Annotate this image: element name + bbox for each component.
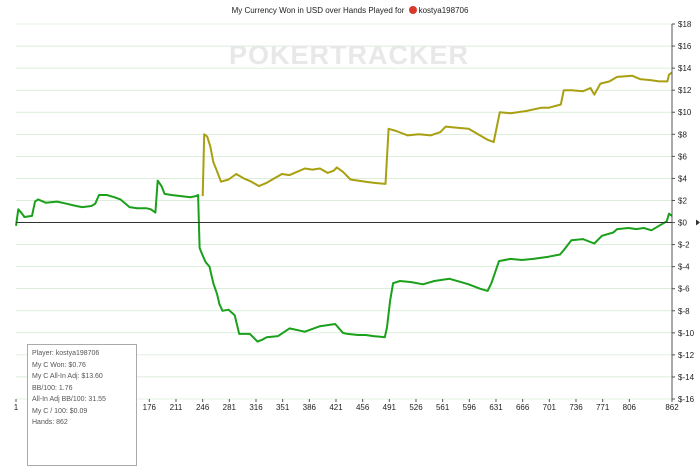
x-tick-label: 596 <box>463 403 477 412</box>
x-tick-label: 456 <box>356 403 370 412</box>
chart-canvas: POKERTRACKER $18 $16 $14 $12 $10 $8 $6 $4 $2 $0 $-… <box>14 20 700 412</box>
x-tick-label: 491 <box>383 403 397 412</box>
chart-title-player: kostya198706 <box>418 6 469 15</box>
stats-box: Player: kostya198706 My C Won: $0.76 My … <box>27 344 137 466</box>
x-tick-label: 666 <box>516 403 530 412</box>
y-tick-label: $-6 <box>678 285 690 294</box>
x-tick-label: 246 <box>196 403 210 412</box>
x-tick-label: 386 <box>303 403 317 412</box>
x-tick-label: 421 <box>329 403 343 412</box>
x-tick-label: 211 <box>170 403 183 412</box>
y-tick-label: $-8 <box>678 307 690 316</box>
x-tick-label: 561 <box>436 403 450 412</box>
stat-all-in-bb100: All-In Adj BB/100: 31.55 <box>32 396 106 403</box>
chart-title: My Currency Won in USD over Hands Played… <box>0 6 700 15</box>
y-tick-label: $8 <box>678 130 687 139</box>
x-tick-label: 771 <box>596 403 610 412</box>
x-tick-label: 736 <box>569 403 583 412</box>
x-tick-label: 862 <box>665 403 679 412</box>
y-tick-label: $12 <box>678 86 692 95</box>
y-tick-label: $18 <box>678 20 692 29</box>
y-tick-label: $0 <box>678 219 687 228</box>
y-tick-label: $-4 <box>678 263 690 272</box>
x-tick-label: 281 <box>223 403 237 412</box>
y-tick-label: $6 <box>678 152 687 161</box>
y-tick-label: $-16 <box>678 395 695 404</box>
y-tick-label: $4 <box>678 174 687 183</box>
x-tick-label: 526 <box>409 403 423 412</box>
y-tick-label: $14 <box>678 64 692 73</box>
zero-marker <box>696 219 700 226</box>
x-tick-label: 351 <box>276 403 290 412</box>
stat-bb100: BB/100: 1.76 <box>32 384 73 392</box>
y-axis: $18 $16 $14 $12 $10 $8 $6 $4 $2 $0 $-2 $-4 $-6 $-8 $-1… <box>672 20 695 404</box>
chart-title-text: My Currency Won in USD over Hands Played… <box>231 6 405 15</box>
x-tick-label: 316 <box>249 403 263 412</box>
x-tick-label: 701 <box>543 403 557 412</box>
y-tick-label: $-2 <box>678 241 690 250</box>
y-tick-label: $2 <box>678 196 687 205</box>
x-tick-label: 176 <box>143 403 157 412</box>
series-line-all_in_adj <box>201 71 673 197</box>
stat-c100: My C / 100: $0.09 <box>32 407 88 415</box>
stat-all-in-adj: My C All-In Adj: $13.60 <box>32 373 103 380</box>
y-tick-label: $-12 <box>678 351 695 360</box>
stat-won: My C Won: $0.76 <box>32 361 86 369</box>
gridlines <box>16 23 672 400</box>
stat-hands: Hands: 862 <box>32 419 68 426</box>
x-tick-label: 806 <box>623 403 637 412</box>
x-tick-label: 631 <box>489 403 503 412</box>
stat-player: Player: kostya198706 <box>32 350 100 357</box>
y-tick-label: $-14 <box>678 373 695 382</box>
watermark: POKERTRACKER <box>229 40 469 70</box>
pokerstars-icon <box>408 6 417 14</box>
y-tick-label: $16 <box>678 42 692 51</box>
y-tick-label: $10 <box>678 108 692 117</box>
series-line-won <box>15 179 673 343</box>
x-tick-label: 1 <box>14 403 19 412</box>
y-tick-label: $-10 <box>678 329 695 338</box>
series-layer <box>15 71 673 343</box>
